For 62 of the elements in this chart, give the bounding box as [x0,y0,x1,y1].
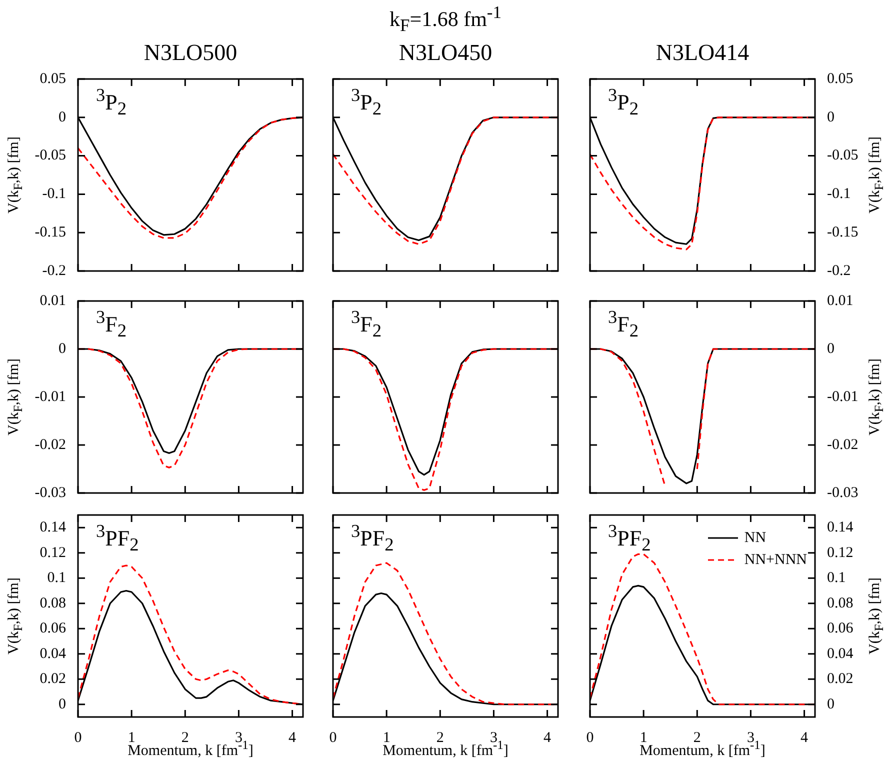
y-tick-label: -0.02 [34,436,66,453]
y-tick-label: 0.08 [827,595,854,612]
x-tick-label: 4 [800,730,809,746]
annotation: $^{3}$PF$_{2}$ [608,521,651,556]
chart-title: k$_{F}$=1.68 fm$^{-1}$ [390,2,502,36]
y-tick-label: -0.2 [42,262,66,278]
y-tick-label: -0.03 [34,484,66,501]
y-tick-label: 0.05 [827,70,854,86]
annotation: $^{3}$PF$_{2}$ [96,521,139,556]
y-tick-label: 0.02 [827,671,854,688]
x-tick-label: 2 [436,730,444,746]
y-tick-label: -0.2 [827,262,851,278]
y-tick-label: 0 [58,696,66,712]
y-tick-label: 0 [827,340,834,357]
y-tick-label: 0.14 [40,520,66,536]
x-tick-label: 0 [586,730,594,746]
y-tick-label: 0.06 [40,620,66,637]
y-tick-label: -0.05 [827,147,858,164]
y-tick-label: -0.01 [827,388,858,405]
annotation: $^{3}$F$_{2}$ [351,307,382,342]
y-tick-label: -0.15 [827,224,858,240]
x-tick-label: 2 [181,730,189,746]
y-tick-label: 0.12 [827,544,854,561]
x-tick-label: 0 [74,730,82,746]
y-tick-label: -0.05 [34,147,66,164]
y-tick-label: -0.02 [827,436,858,453]
annotation: $^{3}$F$_{2}$ [96,307,127,342]
chart-subtitle: N3LO450 [398,40,492,66]
y-tick-label: -0.15 [34,224,66,240]
y-tick-label: 0.04 [827,646,854,662]
y-tick-label: 0.01 [827,292,854,309]
y-tick-label: -0.01 [34,388,66,405]
chart-title: N3LO500 [144,40,238,66]
y-tick-label: -0.1 [42,186,66,202]
y-tick-label: -0.1 [827,186,851,202]
legend-label: NN [744,529,766,548]
y-tick-label: 0 [58,340,66,357]
x-tick-label: 4 [288,730,297,746]
x-tick-label: 4 [544,730,552,746]
y-tick-label: 0.06 [827,620,854,637]
chart-title: N3LO414 [656,40,750,66]
x-tick-label: 2 [693,730,701,746]
annotation: $^{3}$P$_{2}$ [351,84,382,120]
annotation: $^{3}$P$_{2}$ [608,84,639,120]
y-tick-label: -0.03 [827,484,858,501]
y-tick-label: 0.1 [47,570,66,586]
legend-label: NN+NNN [744,551,807,570]
y-tick-label: 0.05 [40,70,66,86]
x-tick-label: 0 [329,730,337,746]
y-tick-label: 0 [58,108,66,125]
y-tick-label: 0.04 [40,646,66,662]
annotation: $^{3}$F$_{2}$ [608,307,639,342]
y-tick-label: 0 [827,696,834,712]
y-tick-label: 0 [827,108,834,125]
y-tick-label: 0.12 [40,544,66,561]
y-tick-label: 0.14 [827,520,854,536]
y-tick-label: 0.1 [827,570,846,586]
y-tick-label: 0.02 [40,671,66,688]
y-tick-label: 0.08 [40,595,66,612]
annotation: $^{3}$P$_{2}$ [96,84,127,120]
annotation: $^{3}$PF$_{2}$ [351,521,394,556]
y-tick-label: 0.01 [40,292,66,309]
